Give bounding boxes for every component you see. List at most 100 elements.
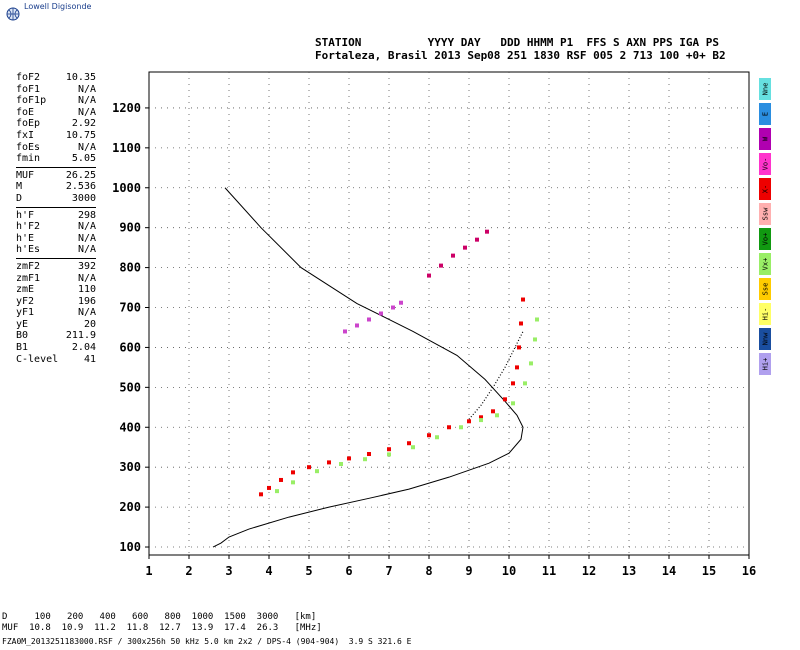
echo-point xyxy=(291,480,295,485)
legend-label: Sse xyxy=(762,283,770,296)
param-name: fmin xyxy=(16,153,41,165)
param-name: D xyxy=(16,192,23,204)
legend-swatch xyxy=(759,278,771,300)
param-foep: foEp 2.92 xyxy=(16,118,96,130)
param-value: N/A xyxy=(77,95,96,107)
param-name: foE xyxy=(16,106,35,118)
header-values: Fortaleza, Brasil 2013 Sep08 251 1830 RS… xyxy=(315,49,726,62)
lowell-logo xyxy=(6,6,20,25)
echo-point xyxy=(343,329,347,334)
echo-point xyxy=(503,397,507,402)
echo-point xyxy=(511,401,515,406)
param-separator xyxy=(16,206,96,208)
echo-point xyxy=(485,229,489,234)
param-name: foF1 xyxy=(16,83,41,95)
echo-point xyxy=(491,409,495,414)
y-tick-label: 600 xyxy=(119,340,141,354)
param-value: 196 xyxy=(77,295,96,307)
echo-point xyxy=(427,433,431,438)
echo-point xyxy=(519,321,523,326)
echo-point xyxy=(479,418,483,423)
echo-point xyxy=(315,469,319,474)
param-value: 26.25 xyxy=(65,169,96,181)
plot-frame xyxy=(148,71,750,556)
y-tick-label: 300 xyxy=(119,460,141,474)
legend-swatch xyxy=(759,128,771,150)
param-name: yE xyxy=(16,318,29,330)
param-name: B0 xyxy=(16,330,29,342)
param-value: N/A xyxy=(77,272,96,284)
param-d: D 3000 xyxy=(16,193,96,205)
x-tick-label: 10 xyxy=(502,564,516,578)
echo-point xyxy=(279,477,283,482)
y-tick-label: 100 xyxy=(119,540,141,554)
param-name: M xyxy=(16,181,23,193)
echo-point xyxy=(267,485,271,490)
param-foe: foE N/A xyxy=(16,107,96,119)
echo-point xyxy=(435,435,439,440)
param-fof1p: foF1p N/A xyxy=(16,95,96,107)
muf-values-row: MUF 10.8 10.9 11.2 11.8 12.7 13.9 17.4 2… xyxy=(2,623,322,633)
param-value: 298 xyxy=(77,209,96,221)
legend-label: Vx+ xyxy=(762,258,770,271)
param-name: zmE xyxy=(16,284,35,296)
echo-point xyxy=(535,317,539,322)
legend-label: E xyxy=(762,112,770,116)
echo-point xyxy=(387,452,391,457)
param-name: MUF xyxy=(16,169,35,181)
param-value: 10.35 xyxy=(65,72,96,83)
legend-swatch xyxy=(759,203,771,225)
legend-swatch xyxy=(759,253,771,275)
param-value: 10.75 xyxy=(65,129,96,141)
scaled-parameters-panel: foF2 10.35 foF1 N/A foF1p N/A foE N/A foEp 2.92 fx… xyxy=(16,72,96,365)
legend-label: Nne xyxy=(762,83,770,96)
echo-point xyxy=(475,237,479,242)
x-tick-label: 11 xyxy=(542,564,556,578)
param-value: 110 xyxy=(77,284,96,296)
echo-point xyxy=(367,452,371,457)
param-name: h'F xyxy=(16,209,35,221)
param-name: zmF2 xyxy=(16,260,41,272)
echo-point xyxy=(521,297,525,302)
param-value: 2.04 xyxy=(71,342,96,354)
echo-point xyxy=(363,457,367,462)
param-value: 20 xyxy=(83,318,96,330)
param-value: 2.92 xyxy=(71,118,96,130)
param-fmin: fmin 5.05 xyxy=(16,153,96,165)
legend-swatch xyxy=(759,328,771,350)
param-value: N/A xyxy=(77,232,96,244)
y-tick-label: 900 xyxy=(119,221,141,235)
echo-point xyxy=(529,361,533,366)
param-separator xyxy=(16,166,96,168)
param-separator xyxy=(16,257,96,259)
param-hf: h'F 298 xyxy=(16,210,96,222)
param-name: C-level xyxy=(16,353,59,365)
param-name: zmF1 xyxy=(16,272,41,284)
echo-point xyxy=(427,273,431,278)
echo-point xyxy=(479,415,483,420)
param-value: N/A xyxy=(77,221,96,233)
file-info: FZA0M_2013251183000.RSF / 300x256h 50 kH… xyxy=(2,637,412,646)
param-fof2: foF2 10.35 xyxy=(16,72,96,84)
echo-point xyxy=(339,461,343,466)
brand-name: Lowell Digisonde xyxy=(24,2,92,11)
x-tick-label: 4 xyxy=(265,564,272,578)
echo-point xyxy=(495,413,499,418)
param-m: M 2.536 xyxy=(16,181,96,193)
param-hf2: h'F2 N/A xyxy=(16,221,96,233)
echo-point xyxy=(447,425,451,430)
param-b0: B0 211.9 xyxy=(16,330,96,342)
echo-point xyxy=(523,381,527,386)
param-b1: B1 2.04 xyxy=(16,342,96,354)
y-tick-label: 1200 xyxy=(112,101,141,115)
legend-label: X- xyxy=(762,185,770,193)
x-tick-label: 7 xyxy=(385,564,392,578)
header-labels: STATION YYYY DAY DDD HHMM P1 FFS S AXN P… xyxy=(315,36,719,49)
echo-point xyxy=(347,456,351,461)
x-tick-label: 13 xyxy=(622,564,636,578)
echo-point xyxy=(459,425,463,430)
x-tick-label: 12 xyxy=(582,564,596,578)
legend-swatch xyxy=(759,353,771,375)
echo-point xyxy=(517,345,521,350)
